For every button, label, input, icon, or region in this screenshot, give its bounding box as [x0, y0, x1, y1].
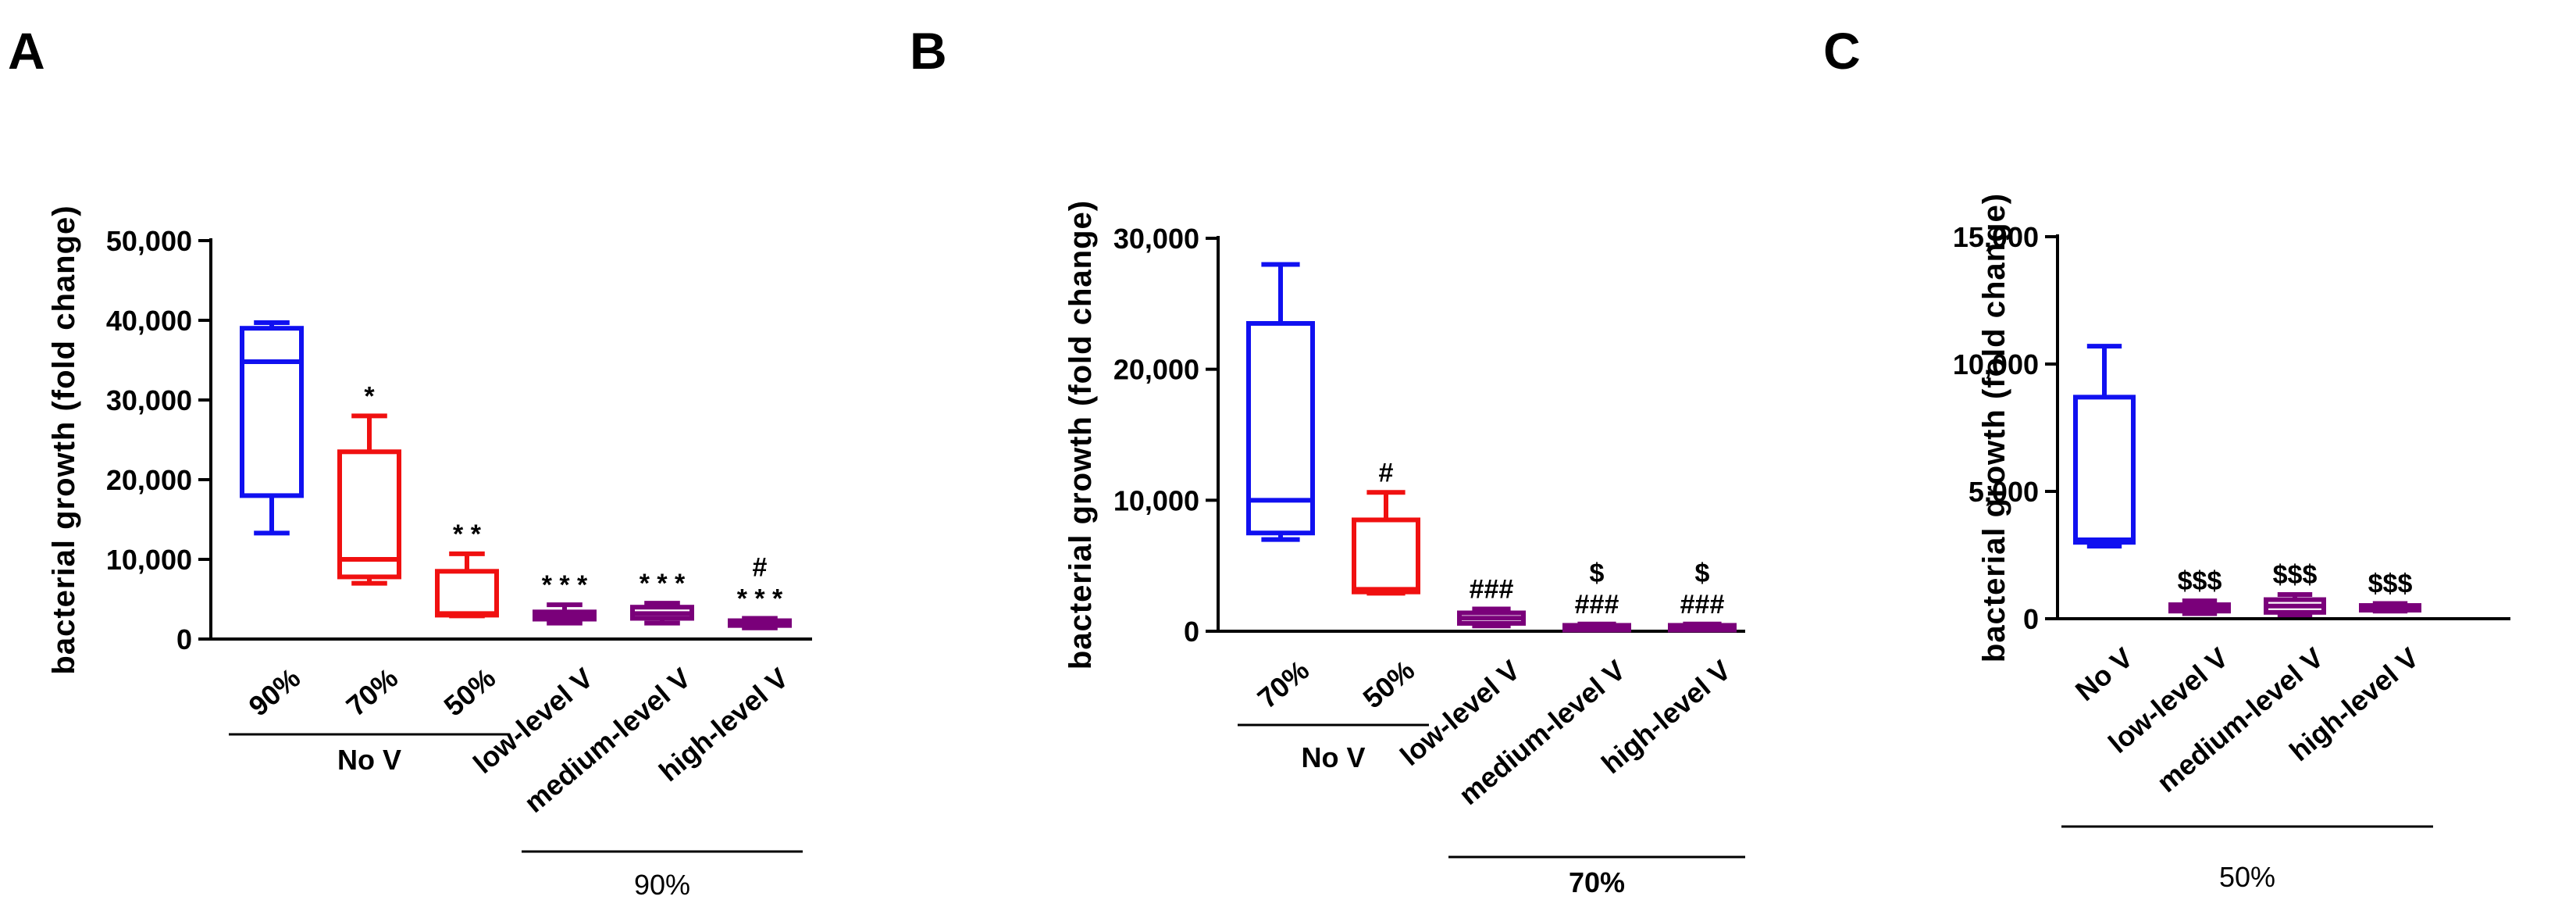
y-tick-label: 40,000 [106, 305, 192, 337]
panel-label: B [910, 22, 947, 80]
y-axis-title: bacterial growth (fold change) [47, 205, 81, 674]
significance-label: ### [1575, 590, 1619, 620]
significance-label: # [753, 552, 768, 582]
significance-label: * * [453, 520, 482, 549]
group-label: 90% [634, 869, 690, 901]
box-2 [1457, 606, 1526, 629]
y-axis-title: bacterial growth (fold change) [1064, 200, 1098, 670]
box-iqr [337, 449, 401, 580]
y-tick-label: 15,000 [1953, 221, 2039, 253]
box-3 [533, 602, 597, 626]
category-label: 70% [1252, 654, 1316, 715]
box-3 [1562, 621, 1631, 633]
box-4 [1668, 621, 1737, 633]
significance-label: ### [1470, 574, 1514, 604]
y-tick-label: 5,000 [1969, 476, 2039, 508]
group-label: 50% [2219, 861, 2275, 893]
box-iqr [240, 326, 304, 498]
significance-label: * [364, 381, 375, 411]
category-label: medium-level V [2150, 641, 2329, 798]
y-axis-title: bacterial growth (fold change) [1977, 193, 2011, 662]
y-tick-label: 10,000 [1953, 348, 2039, 380]
box-2 [435, 551, 499, 619]
box-3 [2359, 601, 2421, 614]
significance-label: $$$ [2368, 569, 2413, 598]
significance-label: * * * [542, 570, 588, 600]
box-4 [630, 601, 694, 626]
category-label: 50% [438, 662, 502, 723]
significance-label: $$$ [2273, 560, 2318, 590]
box-5 [728, 616, 792, 630]
y-tick-label: 20,000 [1113, 354, 1199, 386]
y-tick-label: 10,000 [106, 544, 192, 576]
category-label: 70% [340, 662, 404, 723]
y-tick-label: 0 [176, 623, 192, 655]
category-label: medium-level V [518, 662, 697, 819]
category-label: No V [2069, 641, 2139, 707]
y-tick-label: 30,000 [1113, 223, 1199, 255]
box-iqr [1352, 517, 1420, 595]
significance-label: $$$ [2178, 566, 2222, 596]
box-iqr [2073, 395, 2136, 545]
category-label: 50% [1357, 654, 1421, 715]
box-1 [337, 413, 401, 586]
box-1 [1352, 490, 1420, 596]
y-tick-label: 30,000 [106, 384, 192, 416]
y-tick-label: 20,000 [106, 464, 192, 496]
significance-label: $ [1695, 559, 1710, 588]
box-iqr [435, 569, 499, 618]
panel-label: C [1823, 22, 1861, 80]
group-label: 70% [1569, 866, 1625, 898]
box-0 [1246, 262, 1315, 542]
significance-label: # [1379, 458, 1394, 487]
significance-label: * * * [737, 584, 783, 613]
box-0 [240, 320, 304, 536]
panel-label: A [8, 22, 45, 80]
box-0 [2073, 344, 2136, 549]
significance-label: * * * [640, 569, 686, 598]
box-1 [2168, 598, 2231, 616]
group-label: No V [337, 744, 401, 776]
significance-label: $ [1590, 559, 1605, 588]
y-tick-label: 0 [2023, 603, 2039, 635]
box-2 [2264, 592, 2326, 618]
y-tick-label: 10,000 [1113, 484, 1199, 516]
group-label: No V [1301, 741, 1365, 773]
y-tick-label: 0 [1184, 616, 1199, 648]
category-label: 90% [243, 662, 307, 723]
significance-label: ### [1680, 590, 1725, 620]
y-tick-label: 50,000 [106, 225, 192, 257]
